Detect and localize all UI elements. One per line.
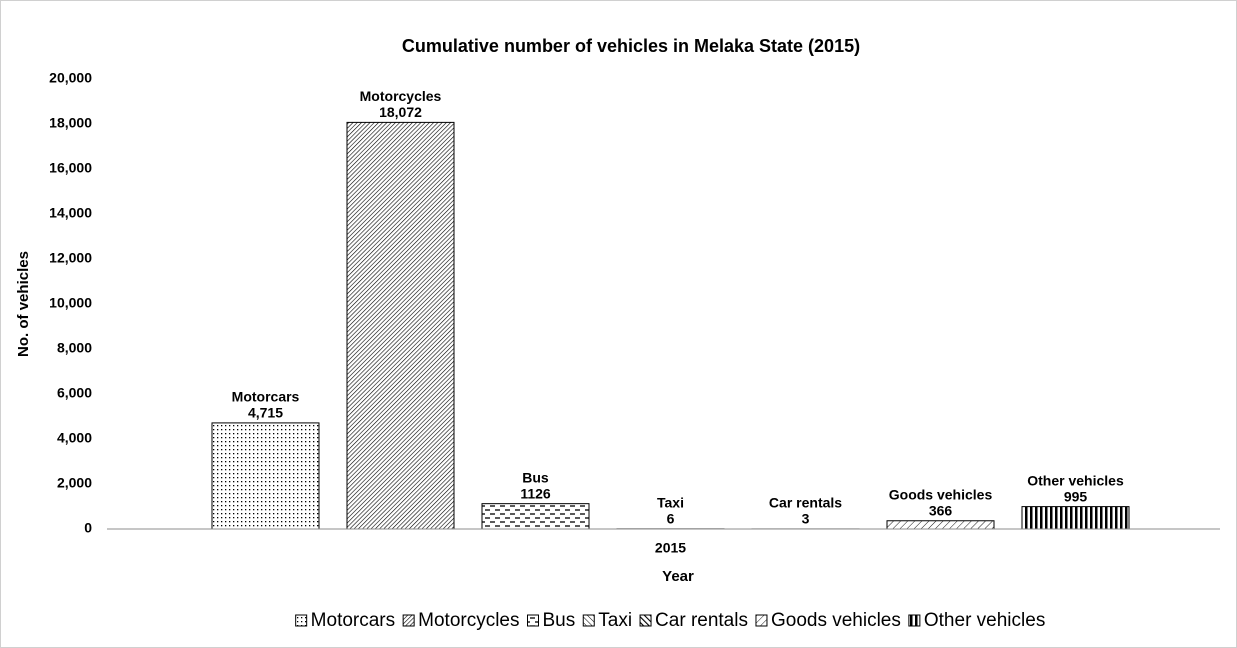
legend-label: Taxi (598, 610, 632, 631)
data-label-name: Taxi (657, 495, 684, 511)
bar (481, 503, 590, 530)
x-tick-label: 2015 (655, 540, 686, 556)
data-label-name: Car rentals (769, 495, 842, 511)
legend-swatch (527, 614, 539, 627)
legend-swatch (582, 614, 595, 627)
legend-label: Other vehicles (924, 610, 1045, 631)
data-label-name: Goods vehicles (889, 486, 993, 502)
bar (1021, 506, 1130, 530)
data-label: 3 (802, 511, 810, 527)
y-tick-label: 16,000 (49, 160, 92, 176)
data-label: 995 (1064, 488, 1088, 504)
legend-swatch (402, 614, 415, 627)
x-axis-label: Year (662, 568, 694, 585)
data-label-name: Bus (522, 469, 549, 485)
y-tick-label: 12,000 (49, 250, 92, 266)
bar (211, 422, 320, 530)
legend-swatch (755, 614, 768, 627)
bar (886, 520, 995, 530)
legend-swatch (639, 614, 652, 627)
chart-title: Cumulative number of vehicles in Melaka … (402, 36, 860, 56)
data-label-name: Other vehicles (1027, 472, 1124, 488)
y-tick-label: 6,000 (57, 385, 92, 401)
legend-label: Motorcars (311, 610, 395, 631)
data-label-name: Motorcycles (360, 88, 442, 104)
data-label: 366 (929, 502, 953, 518)
legend-label: Bus (543, 610, 576, 631)
data-label-name: Motorcars (232, 389, 300, 405)
y-tick-label: 18,000 (49, 115, 92, 131)
y-tick-label: 20,000 (49, 70, 92, 86)
y-tick-label: 4,000 (57, 430, 92, 446)
y-tick-label: 10,000 (49, 295, 92, 311)
legend-label: Car rentals (655, 610, 748, 631)
data-label: 18,072 (379, 104, 422, 120)
legend-swatch (295, 614, 308, 627)
y-tick-label: 8,000 (57, 340, 92, 356)
y-tick-label: 14,000 (49, 205, 92, 221)
legend-label: Goods vehicles (771, 610, 901, 631)
data-label: 4,715 (248, 405, 283, 421)
data-label: 1126 (520, 485, 551, 501)
legend-swatch (908, 614, 921, 627)
y-tick-label: 0 (84, 520, 92, 536)
legend-label: Motorcycles (418, 610, 519, 631)
data-label: 6 (667, 511, 675, 527)
bar (346, 121, 455, 530)
y-tick-label: 2,000 (57, 475, 92, 491)
y-axis-label: No. of vehicles (15, 251, 32, 357)
